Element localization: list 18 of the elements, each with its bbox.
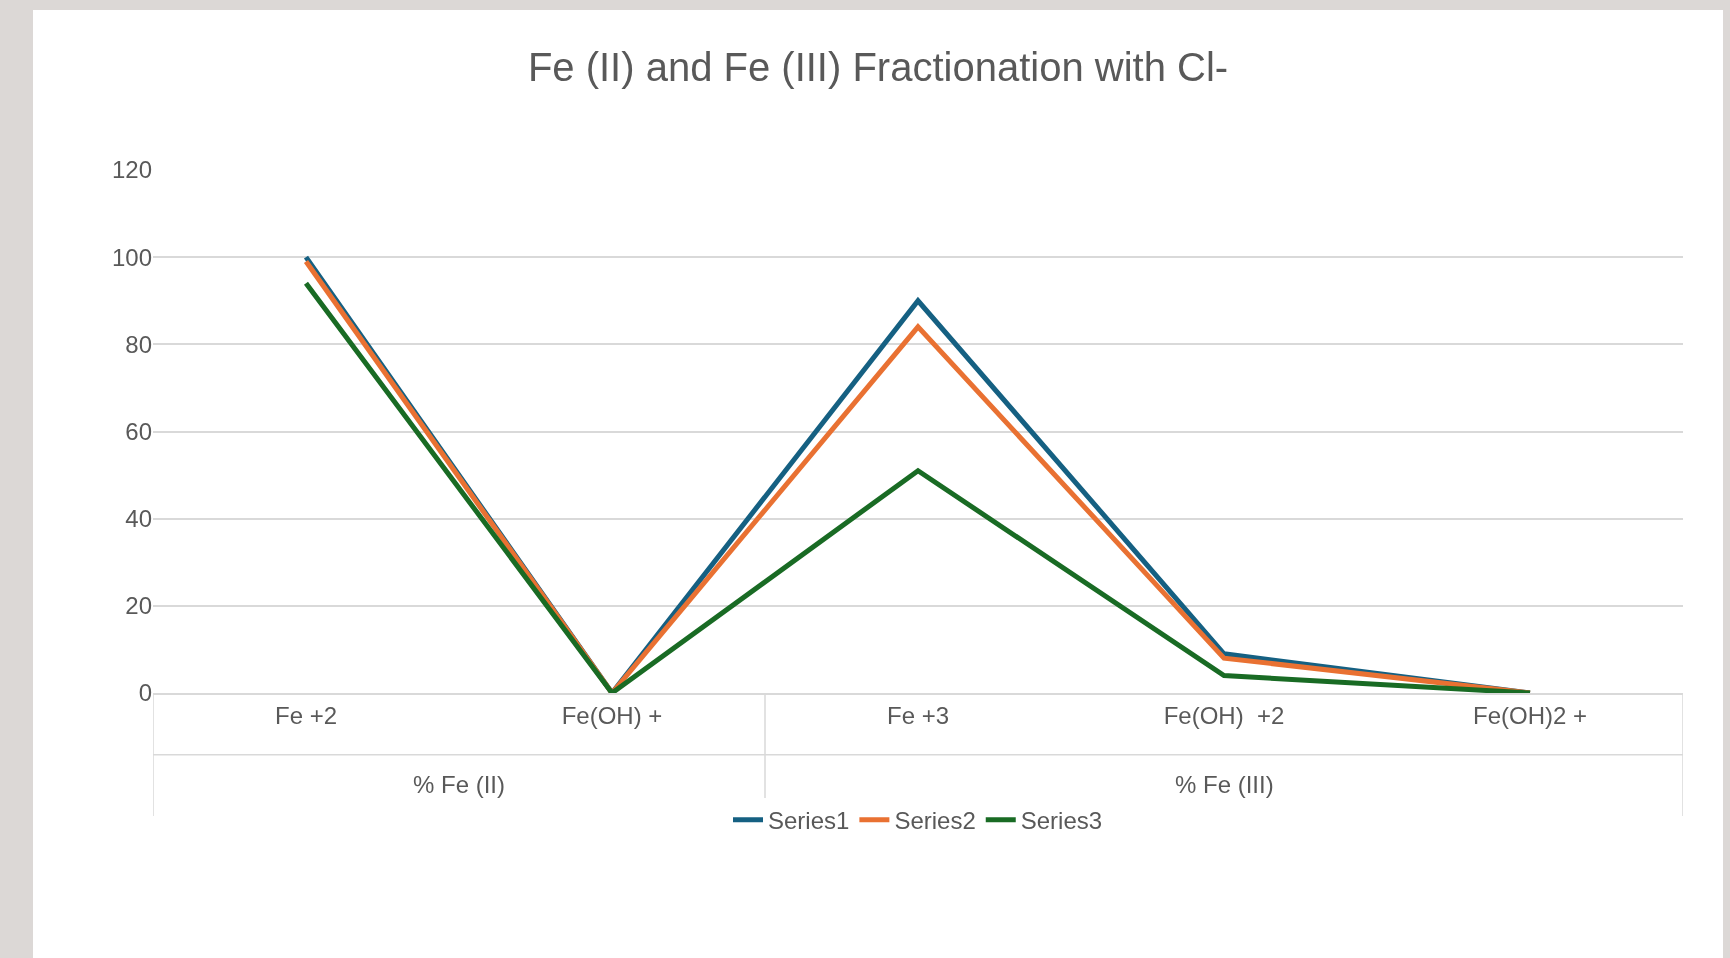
legend-label: Series1 xyxy=(768,807,850,835)
y-tick-label: 120 xyxy=(111,156,152,184)
y-tick-label: 40 xyxy=(125,505,152,533)
x-tick-label: Fe +2 xyxy=(274,701,338,729)
x-tick-label: Fe +3 xyxy=(886,701,950,729)
x-tick-label: Fe(OH) +2 xyxy=(1163,701,1285,729)
legend-label: Series2 xyxy=(894,807,976,835)
y-tick-label: 80 xyxy=(125,330,152,358)
y-tick-label: 100 xyxy=(111,243,152,271)
y-tick-label: 0 xyxy=(138,679,152,707)
chart-title: Fe (II) and Fe (III) Fractionation with Cl- xyxy=(527,44,1229,89)
legend-label: Series3 xyxy=(1020,807,1103,835)
y-tick-label: 20 xyxy=(125,592,152,620)
text: % Fe (II) xyxy=(413,771,506,798)
y-tick-label: 60 xyxy=(125,417,152,445)
x-tick-label: Fe(OH)2 + xyxy=(1472,701,1588,729)
text: % Fe (III) xyxy=(1175,771,1274,798)
x-tick-label: Fe(OH) + xyxy=(561,701,663,729)
